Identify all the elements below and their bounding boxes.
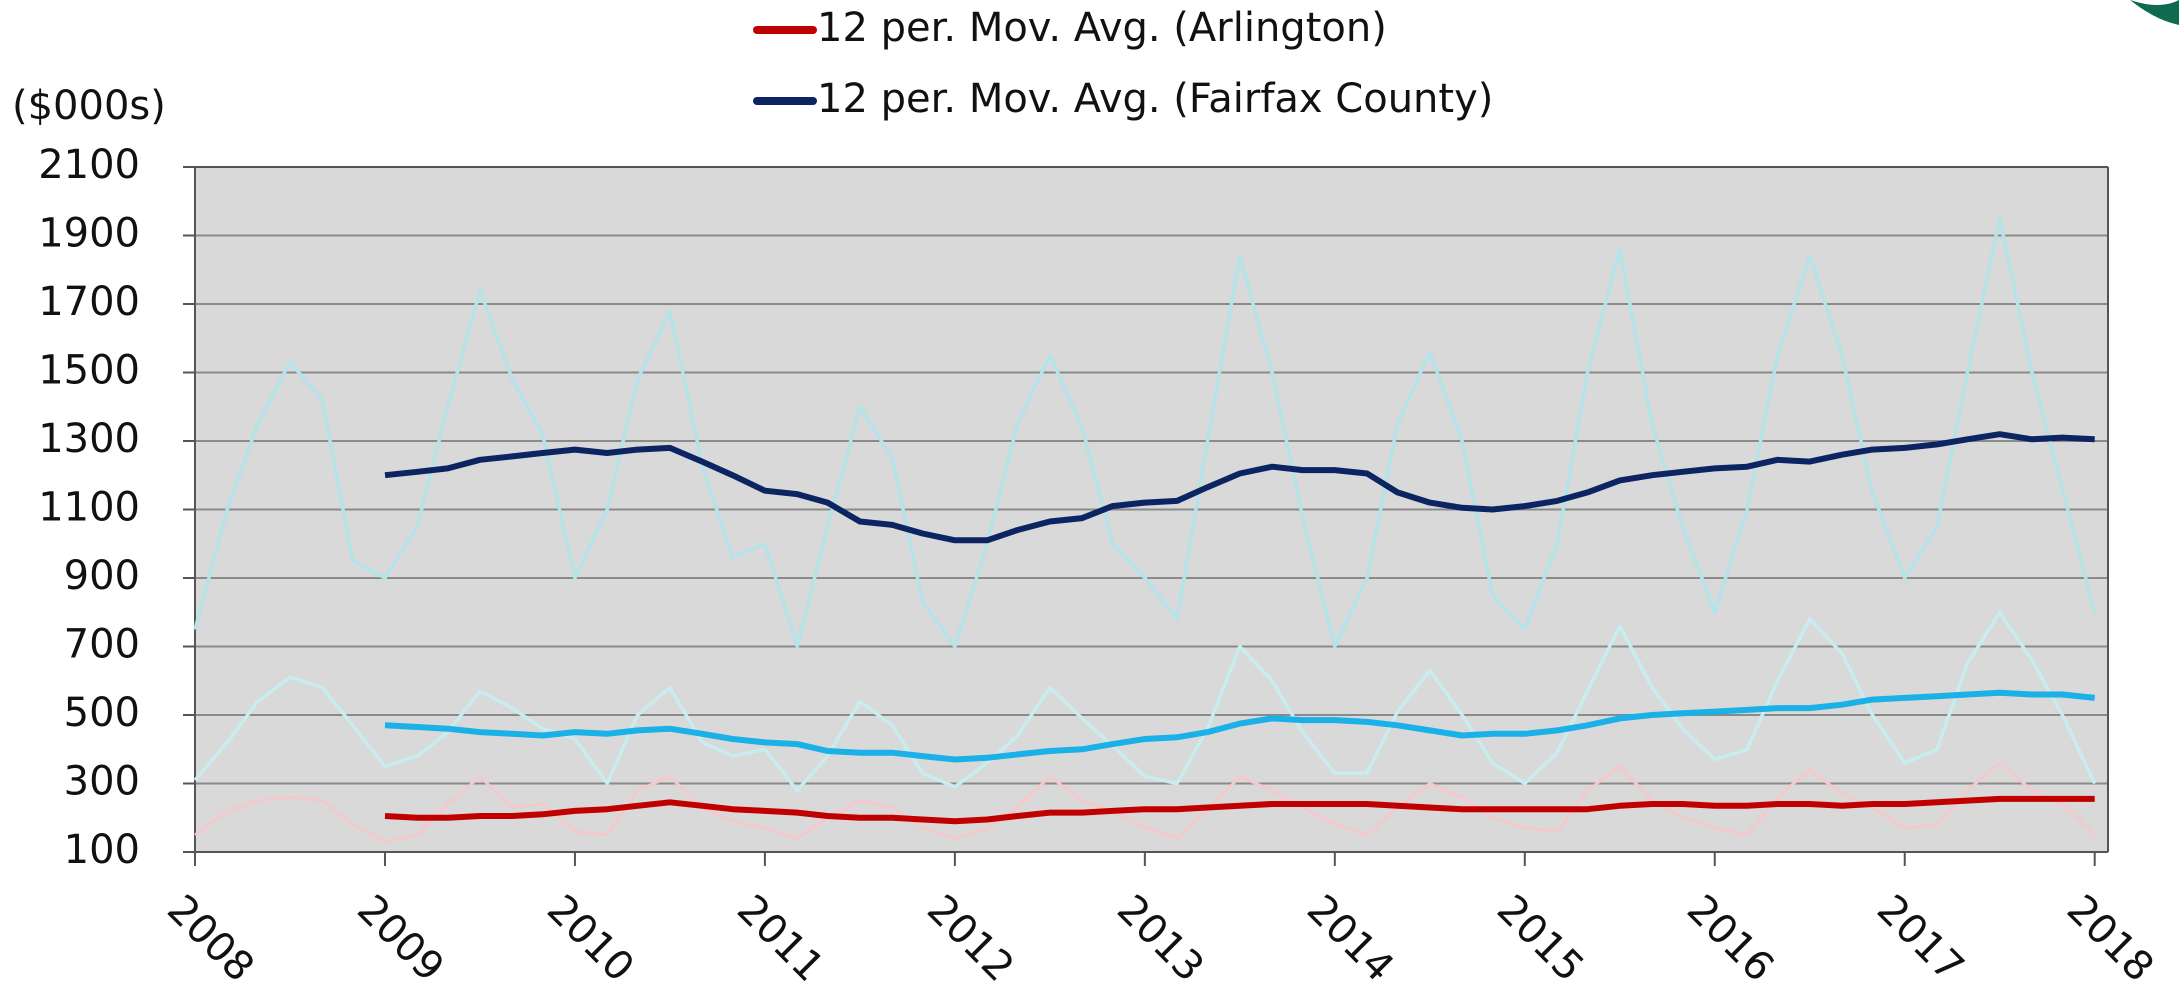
series-line <box>194 761 2096 844</box>
series-line <box>384 431 2095 544</box>
x-tick-label: 2014 <box>1298 886 1403 991</box>
y-tick-label: 500 <box>64 690 140 736</box>
x-tick-label: 2018 <box>2058 886 2163 991</box>
x-tick-label: 2016 <box>1678 886 1783 991</box>
x-tick-label: 2009 <box>348 886 453 991</box>
x-tick-label: 2010 <box>538 886 643 991</box>
series-line <box>193 216 2097 649</box>
y-tick-label: 300 <box>64 759 140 805</box>
y-tick-label: 1300 <box>38 416 140 462</box>
x-tick-label: 2015 <box>1488 886 1593 991</box>
legend-label: 12 per. Mov. Avg. (Fairfax County) <box>817 76 1493 122</box>
y-axis-label: ($000s) <box>12 83 166 129</box>
series-line <box>193 610 2097 793</box>
x-tick-label: 2008 <box>158 886 263 991</box>
y-tick-label: 1500 <box>38 348 140 394</box>
corner-decoration <box>2130 0 2179 25</box>
legend-label: 12 per. Mov. Avg. (Arlington) <box>817 5 1387 51</box>
series-line <box>384 689 2096 763</box>
y-tick-label: 1100 <box>38 485 140 531</box>
y-tick-label: 1900 <box>38 211 140 257</box>
x-tick-label: 2012 <box>918 886 1023 991</box>
x-tick-label: 2017 <box>1868 886 1973 991</box>
y-tick-label: 100 <box>64 827 140 873</box>
y-tick-label: 700 <box>64 622 140 668</box>
x-tick-label: 2011 <box>728 886 833 991</box>
series-line <box>384 795 2095 825</box>
y-tick-label: 2100 <box>38 142 140 188</box>
y-tick-label: 900 <box>64 553 140 599</box>
x-tick-label: 2013 <box>1108 886 1213 991</box>
y-tick-label: 1700 <box>38 279 140 325</box>
